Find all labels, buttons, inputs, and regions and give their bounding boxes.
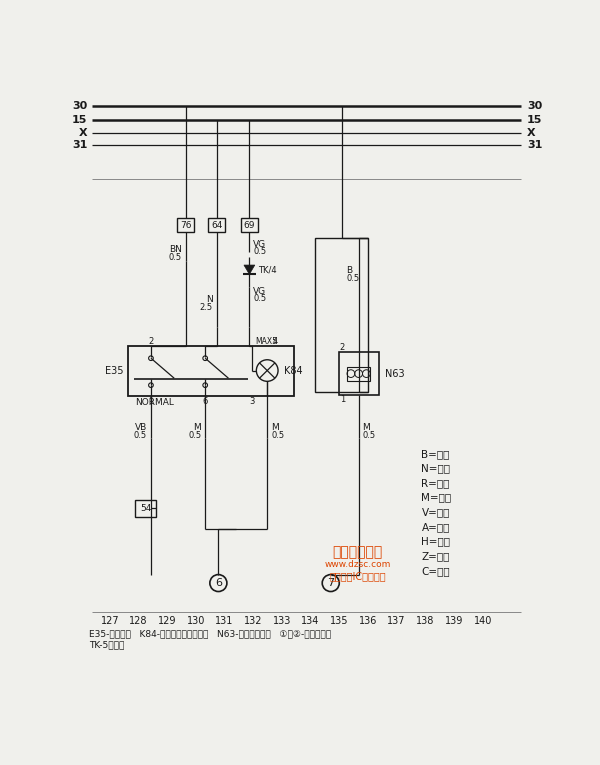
Text: 137: 137 xyxy=(388,616,406,626)
Text: 0.5: 0.5 xyxy=(134,431,147,441)
Text: 136: 136 xyxy=(359,616,377,626)
Text: M=棕色: M=棕色 xyxy=(421,493,452,503)
Text: M: M xyxy=(271,423,279,432)
Text: 54: 54 xyxy=(140,504,151,513)
Text: 133: 133 xyxy=(273,616,291,626)
Text: N: N xyxy=(206,295,213,304)
Text: 0.5: 0.5 xyxy=(271,431,284,441)
Text: E35-空调开关   K84-暖气工作照明灯控制   N63-内循环电磁阀   ①、②-主电路地线: E35-空调开关 K84-暖气工作照明灯控制 N63-内循环电磁阀 ①、②-主电… xyxy=(89,630,331,638)
Text: TK/4: TK/4 xyxy=(258,265,277,274)
Text: 129: 129 xyxy=(158,616,176,626)
Text: 130: 130 xyxy=(187,616,205,626)
Text: 2.5: 2.5 xyxy=(200,303,213,312)
Text: 全球最大IC采购网站: 全球最大IC采购网站 xyxy=(329,571,386,581)
Text: 76: 76 xyxy=(180,220,191,230)
Bar xyxy=(315,238,368,392)
Text: NORMAL: NORMAL xyxy=(136,399,174,408)
Text: 31: 31 xyxy=(72,140,88,150)
Text: M: M xyxy=(194,423,202,432)
Text: V=绻色: V=绻色 xyxy=(421,507,450,517)
Text: 1: 1 xyxy=(148,397,154,406)
Text: X: X xyxy=(79,128,88,138)
Text: A=蓝色: A=蓝色 xyxy=(421,522,450,532)
Text: K84: K84 xyxy=(284,366,303,376)
Text: VG: VG xyxy=(253,287,266,296)
Text: 140: 140 xyxy=(473,616,492,626)
Text: 138: 138 xyxy=(416,616,434,626)
Text: 131: 131 xyxy=(215,616,234,626)
Bar xyxy=(241,218,258,232)
Text: 134: 134 xyxy=(301,616,320,626)
Text: 0.5: 0.5 xyxy=(362,431,376,441)
Text: VG: VG xyxy=(253,239,266,249)
Text: H=灰色: H=灰色 xyxy=(421,536,451,546)
Text: 7: 7 xyxy=(327,578,334,588)
Text: 64: 64 xyxy=(211,220,223,230)
Text: R=红色: R=红色 xyxy=(421,478,450,488)
Text: 128: 128 xyxy=(130,616,148,626)
Text: 30: 30 xyxy=(72,101,88,111)
Text: 139: 139 xyxy=(445,616,463,626)
Bar xyxy=(178,218,194,232)
Text: 6: 6 xyxy=(215,578,222,588)
Text: 0.5: 0.5 xyxy=(346,275,359,283)
Text: VB: VB xyxy=(135,423,147,432)
Text: 2: 2 xyxy=(148,337,154,346)
Text: 6: 6 xyxy=(203,397,208,406)
Text: 4: 4 xyxy=(272,337,278,346)
Text: X: X xyxy=(527,128,535,138)
Text: 30: 30 xyxy=(527,101,542,111)
Text: TK-5孔插件: TK-5孔插件 xyxy=(89,640,124,649)
Text: 0.5: 0.5 xyxy=(188,431,202,441)
Text: 维库电子市场: 维库电子市场 xyxy=(333,545,383,559)
Text: N63: N63 xyxy=(385,369,404,379)
Text: 15: 15 xyxy=(527,116,542,125)
Text: 0.5: 0.5 xyxy=(253,247,266,256)
Text: MAX5: MAX5 xyxy=(256,337,278,346)
Bar xyxy=(208,218,226,232)
Text: E35: E35 xyxy=(106,366,124,376)
Text: 132: 132 xyxy=(244,616,263,626)
Text: Z=紫色: Z=紫色 xyxy=(421,551,450,561)
Bar xyxy=(128,346,295,396)
Text: 15: 15 xyxy=(72,116,88,125)
Text: 1: 1 xyxy=(340,396,345,404)
Text: B=白色: B=白色 xyxy=(421,449,450,459)
Bar xyxy=(136,500,155,517)
Text: 3: 3 xyxy=(249,397,254,406)
Text: B: B xyxy=(346,266,352,275)
Bar xyxy=(338,352,379,396)
Text: 135: 135 xyxy=(330,616,349,626)
Text: 31: 31 xyxy=(527,140,542,150)
Text: 2: 2 xyxy=(340,343,345,352)
Polygon shape xyxy=(244,265,255,275)
Text: M: M xyxy=(362,423,370,432)
Text: 127: 127 xyxy=(101,616,119,626)
Text: www.dzsc.com: www.dzsc.com xyxy=(325,560,391,569)
Text: C=黄色: C=黄色 xyxy=(421,566,450,576)
Bar xyxy=(347,366,370,380)
Text: BN: BN xyxy=(169,245,182,254)
Text: 0.5: 0.5 xyxy=(253,295,266,304)
Text: 69: 69 xyxy=(244,220,255,230)
Text: 0.5: 0.5 xyxy=(169,253,182,262)
Text: N=黑色: N=黑色 xyxy=(421,464,451,474)
